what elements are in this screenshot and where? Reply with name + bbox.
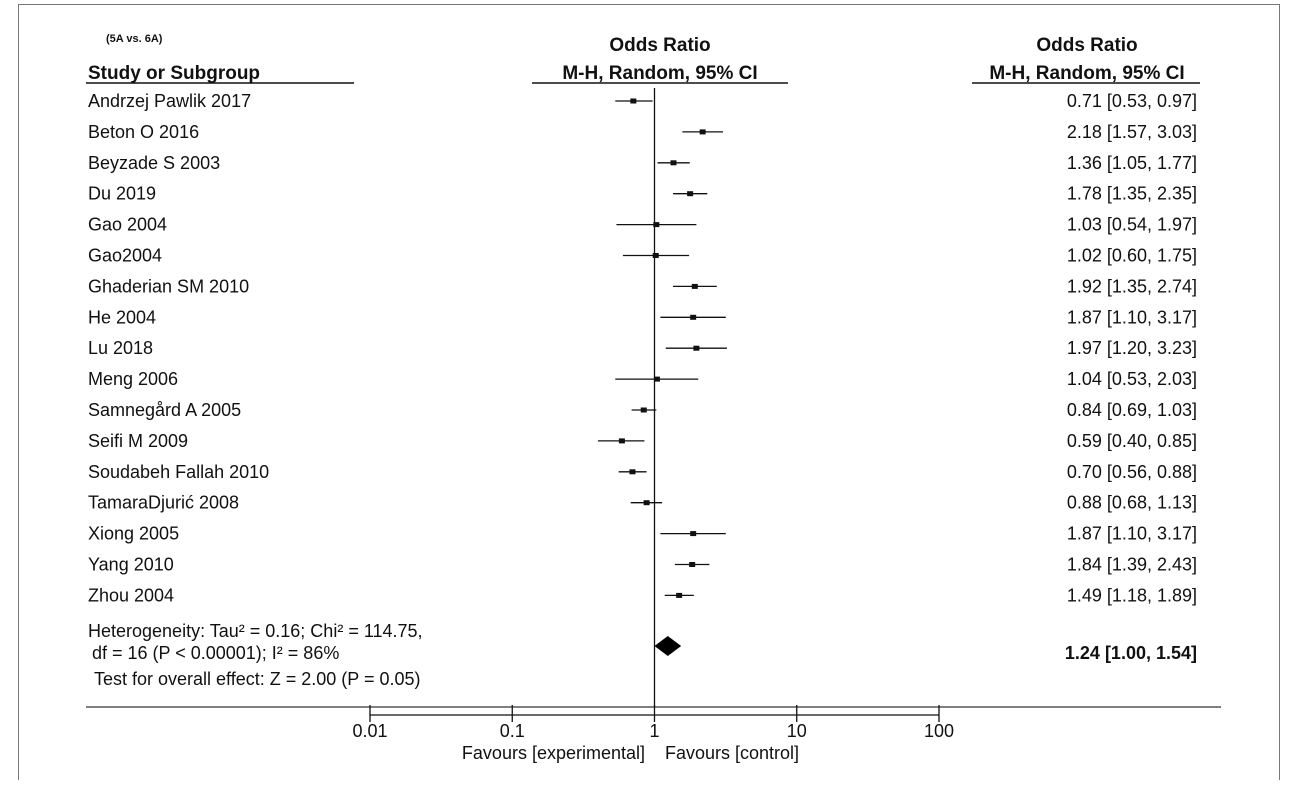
study-name: Samnegård A 2005 (88, 400, 241, 420)
heterogeneity-line-2: df = 16 (P < 0.00001); I² = 86% (92, 643, 339, 663)
study-name: Beton O 2016 (88, 122, 199, 142)
point-estimate (693, 345, 700, 351)
point-estimate (640, 407, 647, 413)
study-name: Gao 2004 (88, 215, 167, 235)
study-value-label: 0.59 [0.40, 0.85] (1067, 431, 1197, 451)
study-name: Lu 2018 (88, 338, 153, 358)
study-value-label: 1.78 [1.35, 2.35] (1067, 184, 1197, 204)
study-row: Lu 2018 1.97 [1.20, 3.23] (88, 338, 1197, 358)
figure-frame (18, 4, 1280, 780)
x-tick-label: 10 (787, 721, 807, 741)
study-value-label: 0.71 [0.53, 0.97] (1067, 91, 1197, 111)
study-row: Zhou 2004 1.49 [1.18, 1.89] (88, 585, 1197, 605)
point-estimate (653, 376, 660, 382)
study-row: Beton O 2016 2.18 [1.57, 3.03] (88, 122, 1197, 142)
x-tick-label: 0.1 (500, 721, 525, 741)
plot-column-header-bottom: M-H, Random, 95% CI (562, 63, 757, 84)
study-value-label: 1.97 [1.20, 3.23] (1067, 338, 1197, 358)
point-estimate (687, 191, 694, 197)
value-column-header-bottom: M-H, Random, 95% CI (989, 63, 1184, 84)
study-value-label: 2.18 [1.57, 3.03] (1067, 122, 1197, 142)
point-estimate (676, 592, 683, 598)
study-row: Xiong 2005 1.87 [1.10, 3.17] (88, 524, 1197, 544)
value-column-header-top: Odds Ratio (1036, 35, 1137, 56)
study-row: Seifi M 2009 0.59 [0.40, 0.85] (88, 431, 1197, 451)
point-estimate (670, 160, 677, 166)
favours-right-label: Favours [control] (665, 743, 799, 763)
study-name: Xiong 2005 (88, 524, 179, 544)
favours-left-label: Favours [experimental] (462, 743, 645, 763)
study-row: Meng 2006 1.04 [0.53, 2.03] (88, 369, 1197, 389)
study-rows: Andrzej Pawlik 2017 0.71 [0.53, 0.97] Beto… (88, 91, 1197, 656)
overall-effect-text: Test for overall effect: Z = 2.00 (P = 0… (94, 669, 421, 689)
point-estimate (629, 469, 636, 475)
study-row: TamaraDjurić 2008 0.88 [0.68, 1.13] (88, 493, 1197, 513)
study-value-label: 1.04 [0.53, 2.03] (1067, 369, 1197, 389)
study-value-label: 1.84 [1.39, 2.43] (1067, 555, 1197, 575)
point-estimate (690, 531, 697, 537)
study-row: Soudabeh Fallah 2010 0.70 [0.56, 0.88] (88, 462, 1197, 482)
study-row: He 2004 1.87 [1.10, 3.17] (88, 307, 1197, 327)
study-name: Andrzej Pawlik 2017 (88, 91, 251, 111)
study-value-label: 1.49 [1.18, 1.89] (1067, 585, 1197, 605)
point-estimate (652, 253, 659, 258)
study-row: Yang 2010 1.84 [1.39, 2.43] (88, 555, 1197, 575)
point-estimate (699, 129, 706, 135)
plot-column-header-top: Odds Ratio (609, 35, 710, 56)
study-name: Gao2004 (88, 246, 162, 266)
point-estimate (690, 314, 697, 320)
study-column-header: Study or Subgroup (88, 63, 260, 84)
study-row: Samnegård A 2005 0.84 [0.69, 1.03] (88, 400, 1197, 420)
study-value-label: 0.84 [0.69, 1.03] (1067, 400, 1197, 420)
x-axis: 0.01 0.1 1 10 100 (352, 705, 954, 741)
study-value-label: 1.92 [1.35, 2.74] (1067, 276, 1197, 296)
overall-diamond (654, 636, 682, 656)
study-row: Gao2004 1.02 [0.60, 1.75] (88, 246, 1197, 266)
study-name: Ghaderian SM 2010 (88, 276, 249, 296)
study-value-label: 1.87 [1.10, 3.17] (1067, 307, 1197, 327)
overall-value-label: 1.24 [1.00, 1.54] (1065, 643, 1197, 663)
study-name: Seifi M 2009 (88, 431, 188, 451)
study-row: Gao 2004 1.03 [0.54, 1.97] (88, 215, 1197, 235)
point-estimate (689, 562, 696, 567)
study-value-label: 1.87 [1.10, 3.17] (1067, 524, 1197, 544)
comparison-label: (5A vs. 6A) (106, 33, 163, 45)
study-name: Zhou 2004 (88, 585, 174, 605)
x-tick-label: 1 (649, 721, 659, 741)
study-name: He 2004 (88, 307, 156, 327)
study-name: TamaraDjurić 2008 (88, 493, 239, 513)
point-estimate (643, 500, 650, 506)
heterogeneity-line-1: Heterogeneity: Tau² = 0.16; Chi² = 114.7… (88, 621, 423, 641)
study-row: Beyzade S 2003 1.36 [1.05, 1.77] (88, 153, 1197, 173)
study-name: Beyzade S 2003 (88, 153, 220, 173)
study-row: Du 2019 1.78 [1.35, 2.35] (88, 184, 1197, 204)
study-row: Ghaderian SM 2010 1.92 [1.35, 2.74] (88, 276, 1197, 296)
point-estimate (618, 438, 625, 444)
study-value-label: 1.03 [0.54, 1.97] (1067, 215, 1197, 235)
study-value-label: 0.70 [0.56, 0.88] (1067, 462, 1197, 482)
study-name: Yang 2010 (88, 555, 174, 575)
point-estimate (691, 283, 698, 289)
point-estimate (630, 98, 637, 104)
study-name: Soudabeh Fallah 2010 (88, 462, 269, 482)
x-tick-label: 100 (924, 721, 954, 741)
study-value-label: 0.88 [0.68, 1.13] (1067, 493, 1197, 513)
study-value-label: 1.36 [1.05, 1.77] (1067, 153, 1197, 173)
study-value-label: 1.02 [0.60, 1.75] (1067, 246, 1197, 266)
study-name: Du 2019 (88, 184, 156, 204)
x-tick-label: 0.01 (352, 721, 387, 741)
point-estimate (653, 222, 660, 228)
study-row: Andrzej Pawlik 2017 0.71 [0.53, 0.97] (88, 91, 1197, 111)
study-name: Meng 2006 (88, 369, 178, 389)
